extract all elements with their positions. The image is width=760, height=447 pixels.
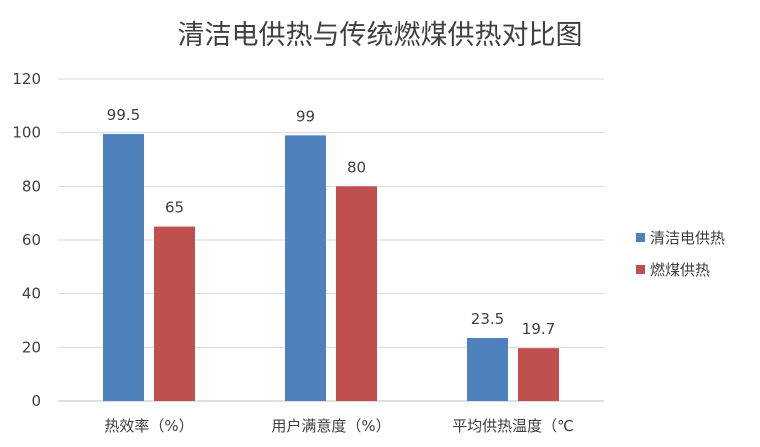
bar-coal xyxy=(154,226,195,401)
data-label: 80 xyxy=(347,158,366,176)
data-label: 99.5 xyxy=(107,106,140,124)
legend-swatch xyxy=(636,233,645,242)
data-label: 23.5 xyxy=(471,310,504,328)
y-tick-label: 100 xyxy=(12,124,41,142)
y-tick-label: 0 xyxy=(31,392,41,410)
gridlines xyxy=(58,78,604,402)
data-label: 19.7 xyxy=(522,320,555,338)
data-labels: 99.5 65 99 80 23.5 19.7 xyxy=(107,106,555,338)
y-tick-label: 40 xyxy=(22,285,41,303)
category-label: 平均供热温度（℃ xyxy=(452,417,574,435)
y-tick-label: 80 xyxy=(22,177,41,195)
data-label: 65 xyxy=(165,199,184,217)
category-label: 热效率（%） xyxy=(104,417,193,435)
chart-title: 清洁电供热与传统燃煤供热对比图 xyxy=(178,20,583,51)
legend-swatch xyxy=(636,265,645,274)
bar-electric xyxy=(285,135,326,401)
category-label: 用户满意度（%） xyxy=(271,417,390,435)
bar-coal xyxy=(518,348,559,401)
legend-label: 燃煤供热 xyxy=(650,261,710,279)
bar-electric xyxy=(103,134,144,401)
y-axis-ticks: 0 20 40 60 80 100 120 xyxy=(12,70,41,410)
bar-coal xyxy=(336,186,377,401)
bars xyxy=(103,134,559,401)
y-tick-label: 20 xyxy=(22,338,41,356)
y-tick-label: 60 xyxy=(22,231,41,249)
x-axis-categories: 热效率（%） 用户满意度（%） 平均供热温度（℃ xyxy=(104,417,574,435)
data-label: 99 xyxy=(296,107,315,125)
legend-label: 清洁电供热 xyxy=(650,229,725,247)
bar-electric xyxy=(467,337,508,401)
y-tick-label: 120 xyxy=(12,70,41,88)
